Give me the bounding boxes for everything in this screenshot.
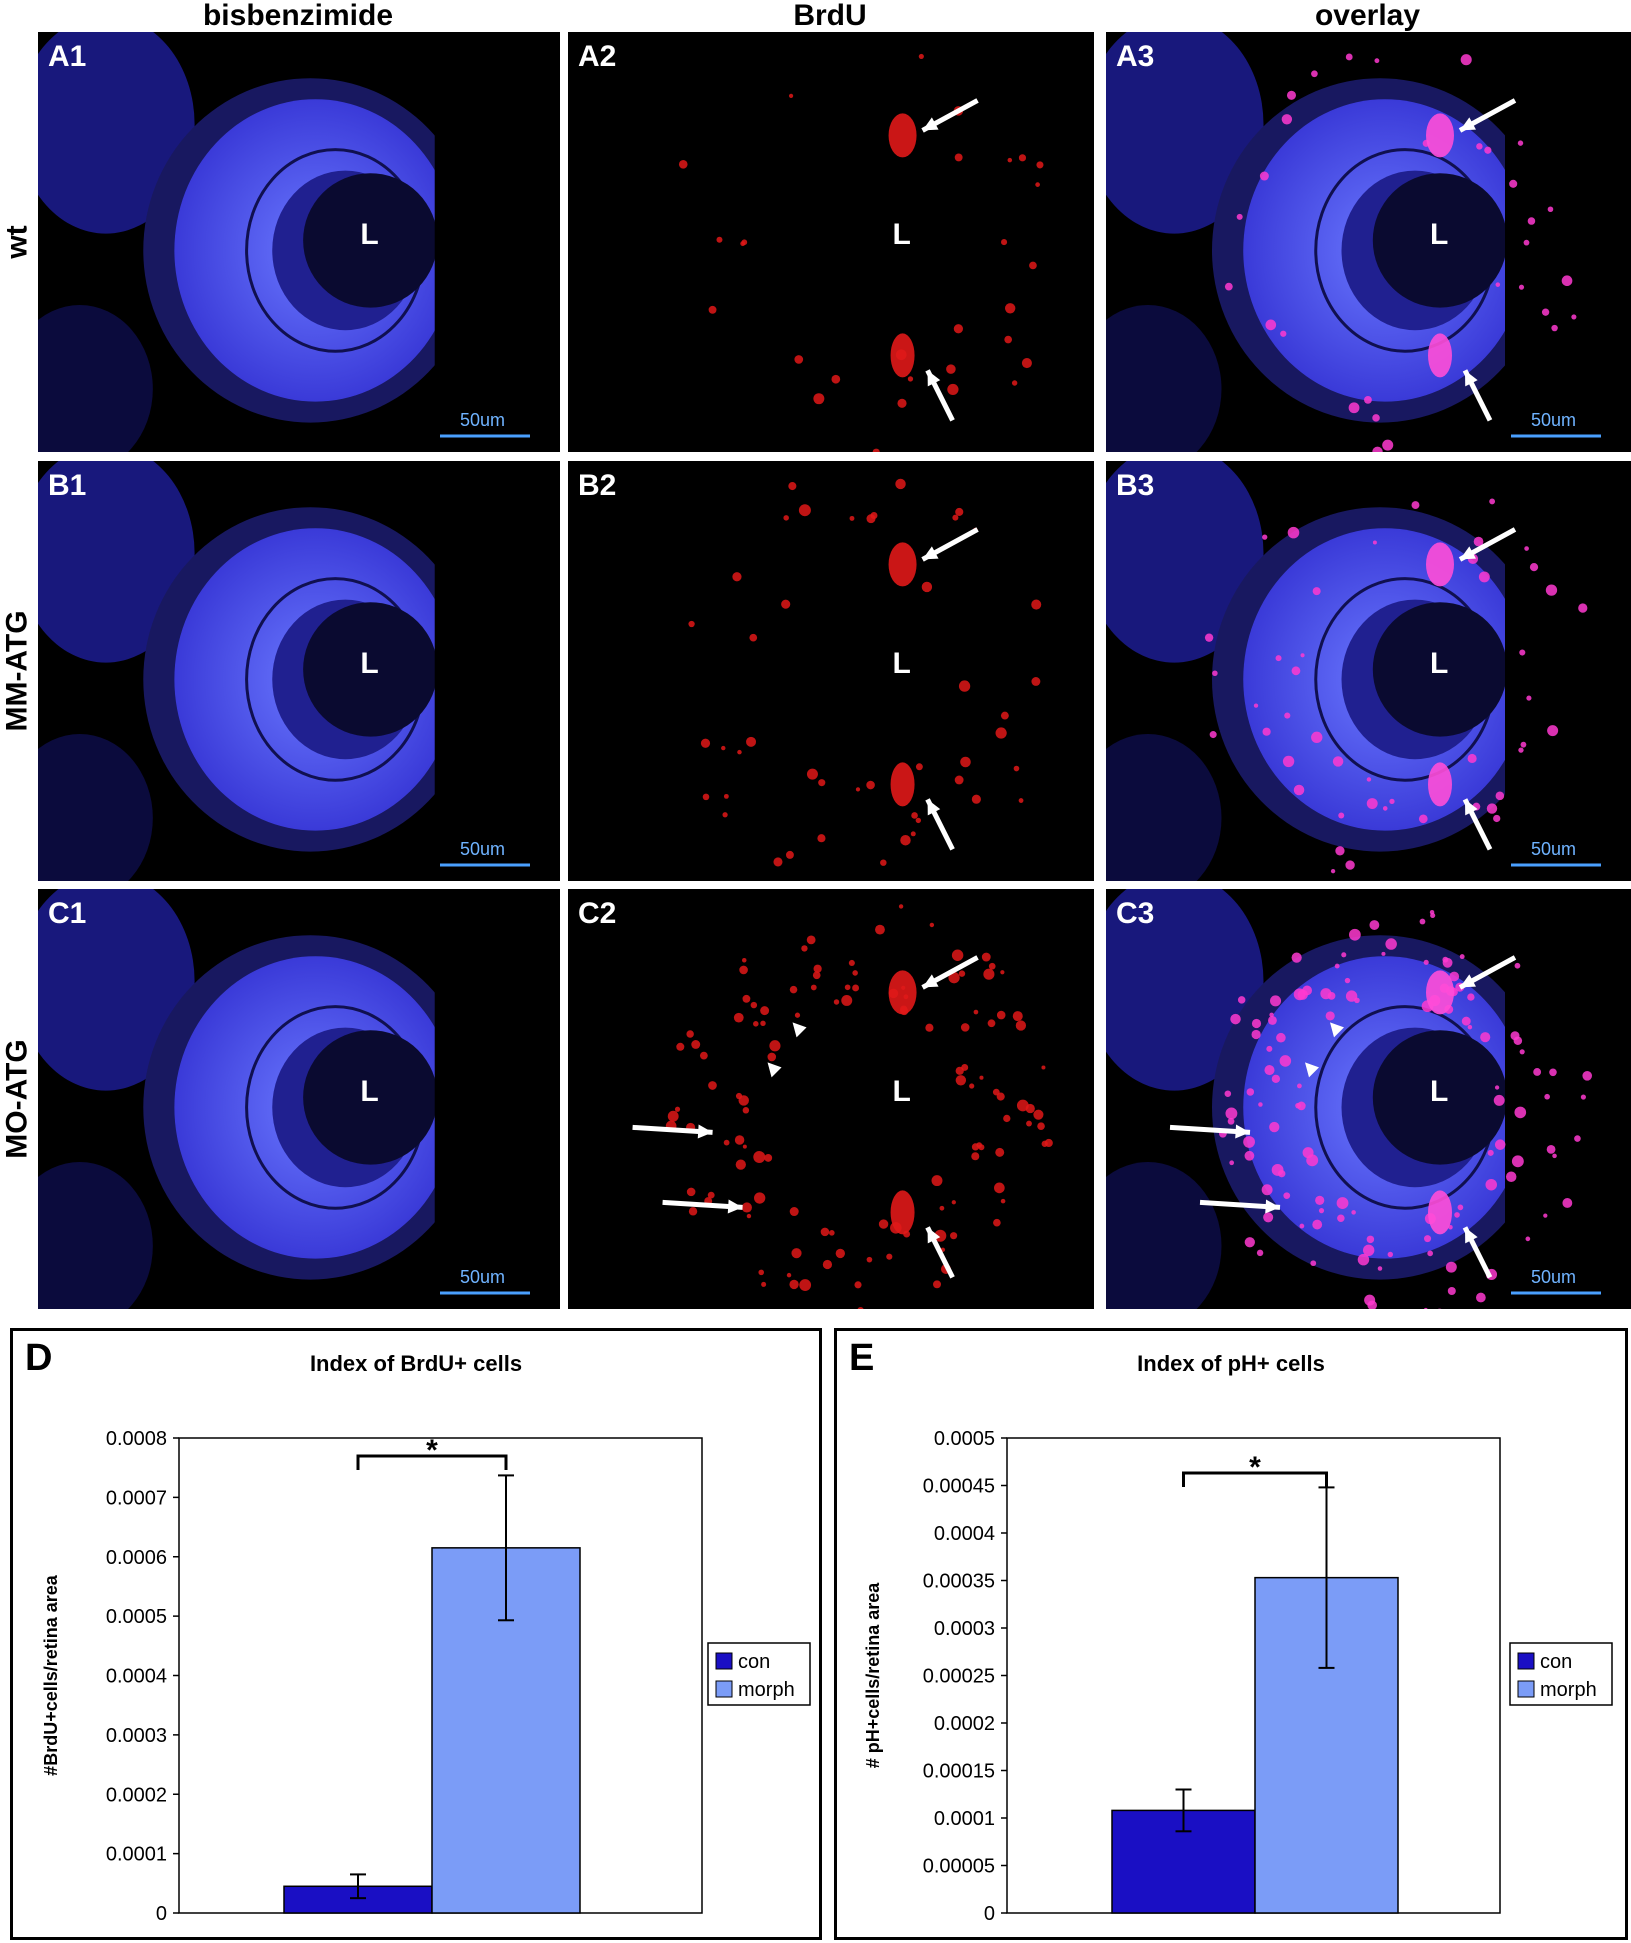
y-tick-label: 0.0002 — [106, 1784, 167, 1806]
legend-swatch-con — [715, 1652, 733, 1670]
micrograph-panel: A3 L 50um — [1106, 32, 1631, 452]
legend-swatch-con — [1517, 1652, 1535, 1670]
y-tick-label: 0 — [984, 1903, 995, 1925]
y-tick-label: 0.0005 — [106, 1606, 167, 1628]
y-tick-label: 0.0004 — [106, 1666, 167, 1688]
legend-label-con: con — [738, 1651, 770, 1673]
row-label-wt: wt — [0, 225, 34, 259]
chart-letter: E — [849, 1337, 875, 1379]
panel-label: C1 — [48, 897, 87, 930]
micrograph-image — [1106, 461, 1631, 881]
chart-panel-e: E Index of pH+ cells 0 0.00005 0.0001 0.000… — [834, 1328, 1628, 1940]
lens-label: L — [892, 647, 911, 681]
micrograph-image — [1106, 889, 1631, 1309]
chart-panel-d: D Index of BrdU+ cells 0 0.0001 0.0002 0.00… — [10, 1328, 822, 1940]
legend-swatch-morph — [1517, 1680, 1535, 1698]
y-tick-label: 0.00035 — [923, 1571, 995, 1593]
legend-label-morph: morph — [738, 1679, 795, 1701]
micrograph-image — [38, 889, 560, 1309]
y-tick-label: 0.0007 — [106, 1487, 167, 1509]
micrograph-panel: C3 L 50um — [1106, 889, 1631, 1309]
lens-label: L — [360, 1075, 379, 1109]
panel-label: A1 — [48, 40, 87, 73]
y-tick-label: 0.0001 — [106, 1844, 167, 1866]
chart-svg: 0 0.00005 0.0001 0.00015 0.0002 0.00025 0.0003… — [863, 1428, 1613, 1925]
y-tick-label: 0.0008 — [106, 1428, 167, 1450]
scale-bar-label: 50um — [460, 410, 506, 430]
chart-svg: 0 0.0001 0.0002 0.0003 0.0004 0.0005 0.0006 0.0… — [41, 1428, 811, 1925]
micrograph-panel: B3 L 50um — [1106, 461, 1631, 881]
micrograph-image — [38, 32, 560, 452]
y-tick-label: 0.0006 — [106, 1547, 167, 1569]
micrograph-panel: C2 L — [568, 889, 1094, 1309]
micrograph-image — [688, 478, 1042, 867]
chart-letter: D — [25, 1337, 53, 1379]
significance-star: * — [1249, 1451, 1261, 1484]
column-header-brdu: BrdU — [793, 0, 867, 32]
y-tick-label: 0.0003 — [106, 1725, 167, 1747]
scale-bar-label: 50um — [460, 839, 506, 859]
row-label-mm-atg: MM-ATG — [1, 610, 35, 732]
lens-label: L — [360, 647, 379, 681]
panel-label: A3 — [1116, 40, 1155, 73]
micrograph-image — [38, 461, 560, 881]
panel-label: B3 — [1116, 469, 1155, 502]
panel-label: C3 — [1116, 897, 1155, 930]
lens-label: L — [1430, 647, 1449, 681]
column-header-bisbenzimide: bisbenzimide — [202, 0, 394, 32]
y-tick-label: 0.00025 — [923, 1666, 995, 1688]
panel-label: C2 — [578, 897, 617, 930]
y-tick-label: 0.0003 — [934, 1618, 995, 1640]
micrograph-image — [632, 904, 1053, 1309]
scale-bar-label: 50um — [1531, 410, 1577, 430]
y-tick-label: 0.00045 — [923, 1476, 995, 1498]
panel-label: B2 — [578, 469, 617, 502]
panel-label: B1 — [48, 469, 87, 502]
y-tick-label: 0.0005 — [934, 1428, 995, 1450]
scale-bar-label: 50um — [1531, 839, 1577, 859]
lens-label: L — [1430, 218, 1449, 252]
y-tick-label: 0.00015 — [923, 1761, 995, 1783]
y-tick-label: 0.0004 — [934, 1523, 995, 1545]
scale-bar-label: 50um — [460, 1267, 506, 1287]
lens-label: L — [1430, 1075, 1449, 1109]
significance-bracket — [356, 1454, 508, 1470]
lens-label: L — [360, 218, 379, 252]
micrograph-panel: A2 L — [568, 32, 1094, 452]
legend-swatch-morph — [715, 1680, 733, 1698]
lens-label: L — [892, 1075, 911, 1109]
chart-title: Index of pH+ cells — [1137, 1351, 1325, 1376]
micrograph-panel: A1 L 50um — [38, 32, 560, 452]
y-tick-label: 0.00005 — [923, 1856, 995, 1878]
y-axis-label: # pH+cells/retina area — [863, 1582, 883, 1769]
y-tick-label: 0.0001 — [934, 1808, 995, 1830]
micrograph-panel: B2 L — [568, 461, 1094, 881]
lens-label: L — [892, 218, 911, 252]
micrograph-panel: B1 L 50um — [38, 461, 560, 881]
micrograph-image — [1106, 32, 1631, 452]
y-tick-label: 0.0002 — [934, 1713, 995, 1735]
micrograph-panel: C1 L 50um — [38, 889, 560, 1309]
panel-label: A2 — [578, 40, 617, 73]
legend-label-con: con — [1540, 1651, 1572, 1673]
significance-star: * — [426, 1434, 438, 1467]
micrograph-image — [678, 53, 1044, 452]
y-axis-label: #BrdU+cells/retina area — [41, 1574, 61, 1776]
chart-title: Index of BrdU+ cells — [309, 1351, 523, 1376]
scale-bar-label: 50um — [1531, 1267, 1577, 1287]
y-tick-label: 0 — [156, 1903, 167, 1925]
column-header-overlay: overlay — [1314, 0, 1421, 32]
significance-bracket — [1182, 1471, 1328, 1487]
legend-label-morph: morph — [1540, 1679, 1597, 1701]
row-label-mo-atg: MO-ATG — [1, 1039, 35, 1159]
